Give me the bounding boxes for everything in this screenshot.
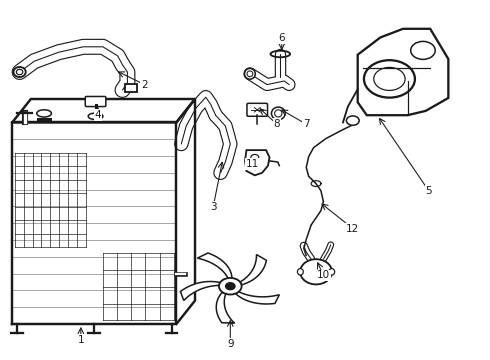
FancyBboxPatch shape	[85, 96, 106, 107]
FancyBboxPatch shape	[125, 84, 137, 92]
Ellipse shape	[14, 67, 25, 77]
Circle shape	[346, 116, 359, 125]
Text: 5: 5	[425, 186, 432, 196]
Text: 9: 9	[227, 339, 234, 349]
Text: 8: 8	[273, 119, 280, 129]
Circle shape	[219, 278, 242, 294]
Text: 12: 12	[346, 224, 360, 234]
Polygon shape	[197, 253, 232, 278]
FancyBboxPatch shape	[247, 103, 268, 116]
Polygon shape	[236, 292, 279, 304]
Polygon shape	[240, 255, 267, 285]
Text: 2: 2	[141, 80, 148, 90]
Polygon shape	[180, 282, 220, 301]
Text: 10: 10	[317, 270, 330, 280]
Ellipse shape	[88, 113, 103, 120]
Text: 11: 11	[245, 159, 259, 169]
Text: 4: 4	[95, 110, 101, 120]
Polygon shape	[216, 292, 234, 323]
Text: 3: 3	[210, 202, 217, 212]
Ellipse shape	[271, 107, 285, 120]
Text: 6: 6	[278, 33, 285, 43]
Ellipse shape	[300, 259, 332, 284]
Text: 1: 1	[77, 335, 84, 345]
Text: 7: 7	[303, 119, 310, 129]
Ellipse shape	[297, 269, 303, 275]
Ellipse shape	[245, 68, 255, 79]
Ellipse shape	[329, 269, 335, 275]
Circle shape	[226, 283, 235, 289]
